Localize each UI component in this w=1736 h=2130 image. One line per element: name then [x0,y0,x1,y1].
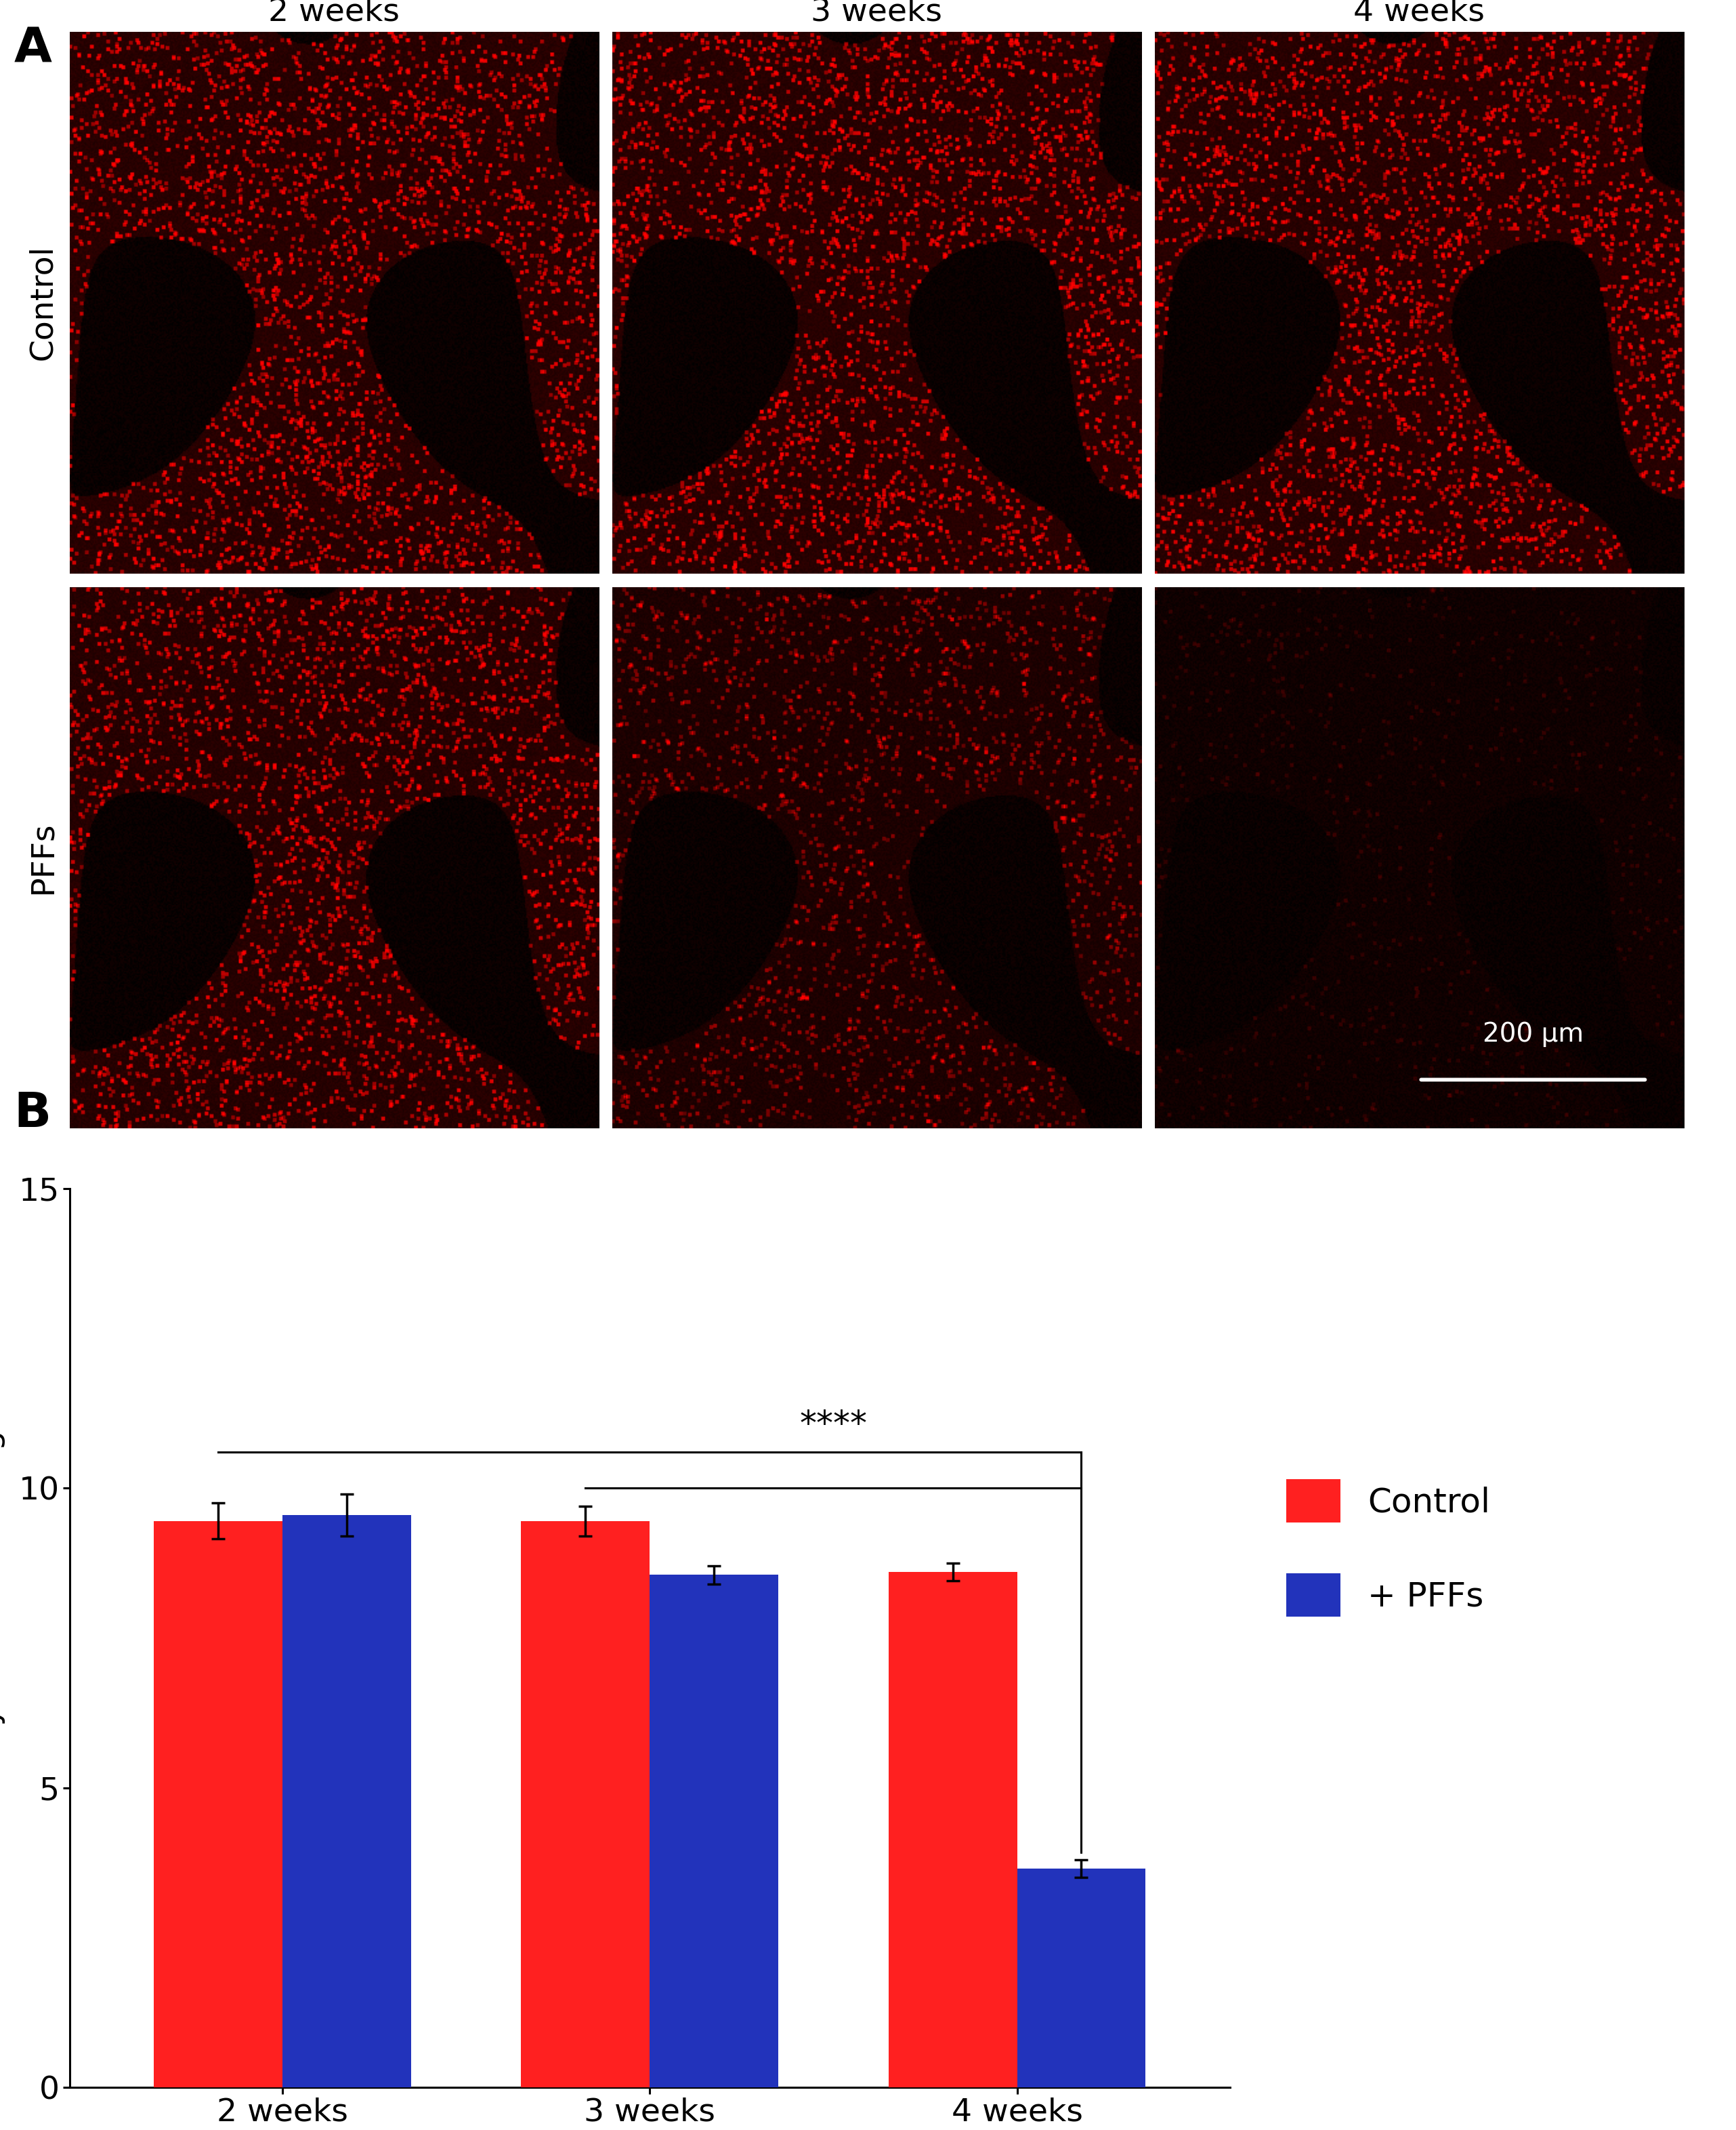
Text: ****: **** [800,1408,868,1442]
Text: A: A [14,26,52,72]
Bar [521,1521,649,2087]
Y-axis label: Control: Control [28,245,57,360]
Bar [1017,1868,1146,2087]
Bar [889,1572,1017,2087]
Title: 3 weeks: 3 weeks [811,0,943,28]
Text: 200 μm: 200 μm [1483,1022,1583,1048]
Bar [649,1574,778,2087]
Y-axis label: PFFs: PFFs [28,822,57,895]
Legend: Control, + PFFs: Control, + PFFs [1286,1478,1489,1617]
Text: B: B [14,1091,52,1137]
Y-axis label: Intensity of NeuN staining: Intensity of NeuN staining [0,1429,5,1845]
Bar [283,1514,411,2087]
Title: 2 weeks: 2 weeks [269,0,399,28]
Title: 4 weeks: 4 weeks [1354,0,1484,28]
Bar [155,1521,283,2087]
